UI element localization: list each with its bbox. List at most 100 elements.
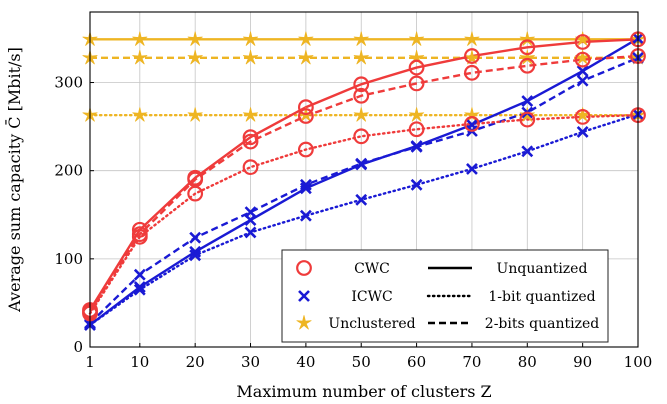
legend-marker-star [296,315,312,330]
x-tick-label: 100 [624,353,653,371]
series-point [464,64,480,81]
series-point [519,107,535,122]
series-point [519,49,535,65]
legend-label: ICWC [351,289,392,305]
legend-marker-x [298,290,310,302]
x-tick-label: 60 [407,353,426,371]
series-point [410,140,423,153]
series-point [133,281,146,293]
legend-label: Unquantized [497,261,588,277]
series-point [132,107,148,122]
series-point [353,31,369,46]
series-point [189,249,202,262]
x-tick-label: 40 [296,353,315,371]
legend-marker-circle [296,260,312,276]
series-point [574,34,591,50]
x-tick-label: 70 [462,353,481,371]
series-point [133,268,146,281]
series-point [466,163,478,175]
x-axis-label: Maximum number of clusters Z [236,382,491,401]
series-line [89,56,639,325]
legend-label: CWC [354,261,390,277]
series-point [299,209,312,222]
series-point [242,133,259,150]
series-layer [82,31,646,331]
x-tick-label: 50 [352,353,371,371]
series-point [519,39,536,56]
y-tick-label: 200 [54,162,83,180]
series-point [521,145,534,158]
series-point [242,107,259,122]
series-point [574,109,591,125]
series-point [297,99,314,116]
y-axis-label: Average sum capacity C̄ [Mbit/s] [3,47,24,313]
y-tick-label: 300 [54,74,83,92]
x-tick-label: 90 [573,353,592,371]
series-point [189,231,202,244]
legend-label: Unclustered [328,316,415,332]
series-point [131,221,148,238]
series-point [576,74,589,87]
series-point [408,59,425,76]
series-point [355,193,368,206]
legend: CWC ICWC Unclustered Unquantized 1-bit quant… [281,249,609,343]
series-point [464,116,480,132]
series-point [576,65,589,77]
x-tick-label: 20 [186,353,205,371]
series-point [187,31,203,46]
series-point [242,49,259,65]
series-point [409,31,425,46]
legend-label: 1-bit quantized [488,289,595,305]
series-point [519,31,535,46]
series-point [242,129,259,146]
series-point [408,121,425,138]
plot-frame [89,11,639,348]
series-point [464,49,480,65]
x-tick-label: 80 [518,353,537,371]
series-point [576,125,589,138]
series-point [298,31,314,46]
series-point [464,31,480,46]
series-point [353,87,370,104]
series-point [521,95,534,107]
series-point [574,51,591,68]
series-point [242,31,259,46]
series-point [299,182,312,195]
series-point [353,128,370,145]
series-point [353,76,370,93]
series-point [464,48,480,64]
series-point [353,107,369,122]
series-point [519,57,536,74]
series-point [244,206,257,219]
series-point [353,49,369,65]
series-point [132,31,148,46]
series-point [187,49,203,65]
series-point [299,178,312,191]
x-tick-label: 10 [130,353,149,371]
series-point [132,49,148,65]
x-tick-label: 30 [241,353,260,371]
series-point [189,245,202,258]
series-point [297,141,314,158]
x-tick-label: 1 [85,353,95,371]
series-point [187,171,204,188]
legend-label: 2-bits quantized [485,316,599,332]
series-point [355,157,368,170]
series-point [133,283,146,296]
axis-ticks: 1 10 20 30 40 50 60 70 80 90 100 0 100 200 300 [54,74,652,371]
series-point [244,226,257,239]
series-line [88,54,639,313]
y-tick-label: 100 [54,250,83,268]
series-point [519,111,536,128]
series-point [187,107,203,122]
series-point [409,107,425,122]
series-point [298,49,314,65]
y-tick-label: 0 [73,338,83,356]
series-point [408,75,425,92]
series-point [242,159,259,176]
series-point [410,178,423,191]
series-point [297,108,314,124]
series-line [88,38,639,311]
series-point [131,226,148,243]
